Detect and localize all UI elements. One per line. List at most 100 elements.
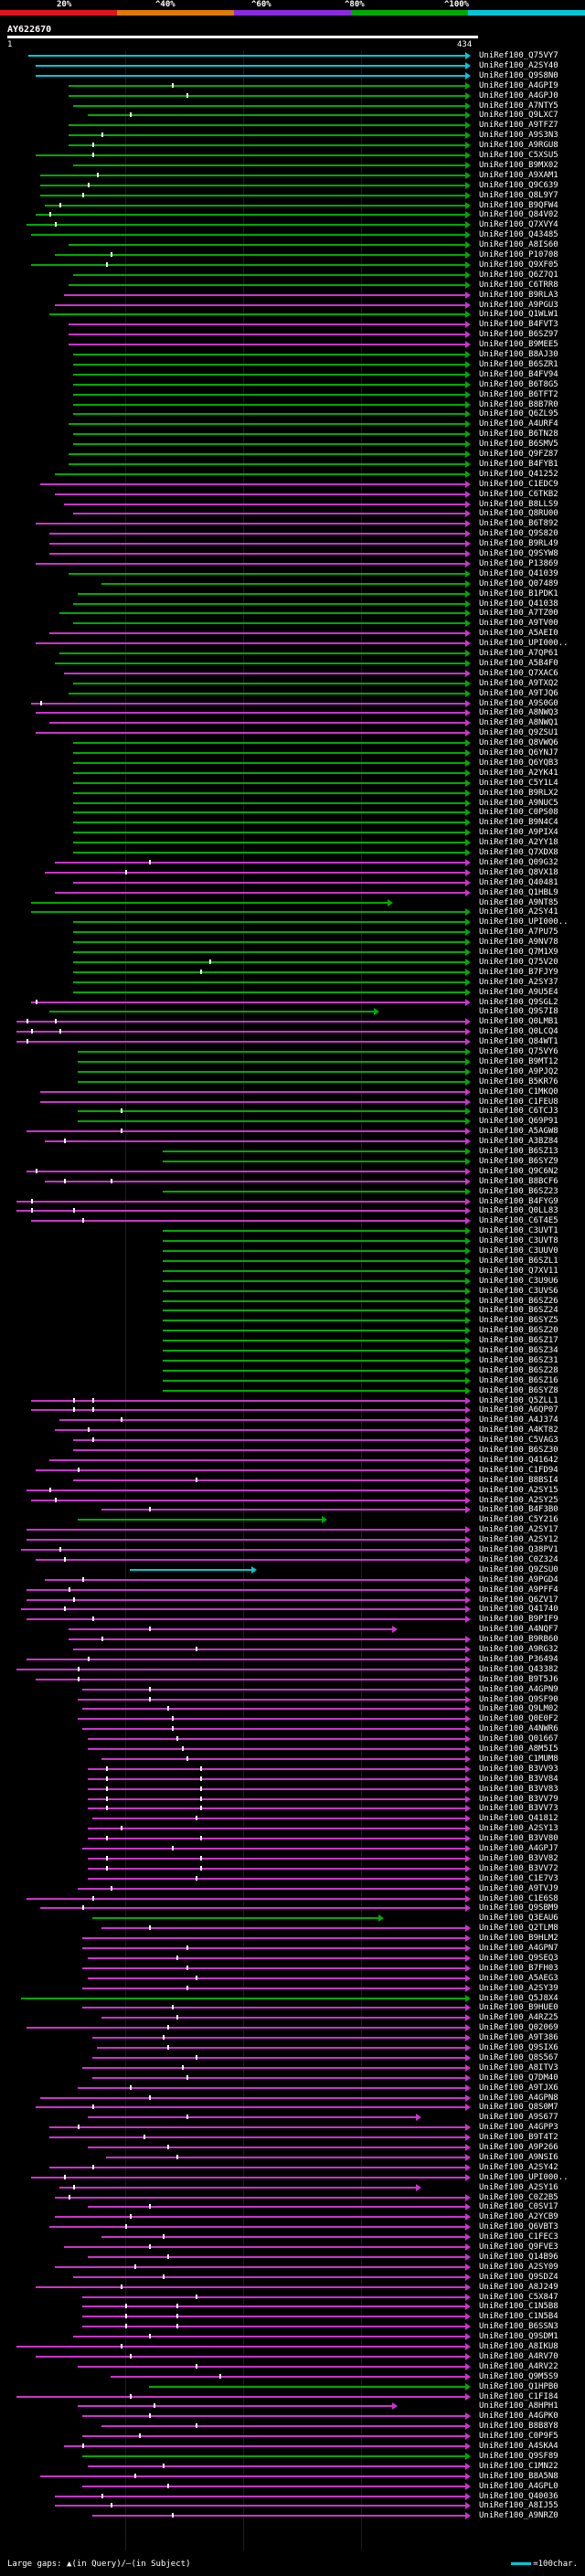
hit-alignment-bar[interactable]	[49, 313, 467, 316]
hit-alignment-bar[interactable]	[73, 1439, 467, 1442]
hit-id-link[interactable]: UniRef100_B6SZ23	[479, 1186, 558, 1196]
hit-id-link[interactable]: UniRef100_C1FI84	[479, 2391, 558, 2401]
hit-id-link[interactable]: UniRef100_Q07489	[479, 578, 558, 588]
hit-alignment-bar[interactable]	[63, 672, 467, 674]
hit-id-link[interactable]: UniRef100_Q41812	[479, 1814, 558, 1824]
hit-alignment-bar[interactable]	[30, 1220, 467, 1223]
hit-id-link[interactable]: UniRef100_A9S3N3	[479, 131, 558, 141]
hit-id-link[interactable]: UniRef100_Q9M5S9	[479, 2371, 558, 2381]
hit-id-link[interactable]: UniRef100_B3VV72	[479, 1863, 558, 1873]
hit-alignment-bar[interactable]	[21, 1549, 467, 1551]
hit-alignment-bar[interactable]	[16, 1021, 467, 1023]
hit-id-link[interactable]: UniRef100_B6SZ24	[479, 1306, 558, 1316]
hit-id-link[interactable]: UniRef100_Q9SDZ4	[479, 2272, 558, 2282]
hit-alignment-bar[interactable]	[162, 1320, 467, 1322]
hit-alignment-bar[interactable]	[78, 1110, 467, 1113]
hit-alignment-bar[interactable]	[26, 224, 467, 227]
hit-id-link[interactable]: UniRef100_A4GPI9	[479, 80, 558, 90]
hit-alignment-bar[interactable]	[82, 2326, 467, 2328]
hit-id-link[interactable]: UniRef100_C3U9U6	[479, 1276, 558, 1286]
hit-alignment-bar[interactable]	[87, 1748, 467, 1750]
hit-id-link[interactable]: UniRef100_Q84WT1	[479, 1037, 558, 1047]
hit-alignment-bar[interactable]	[73, 931, 467, 934]
hit-alignment-bar[interactable]	[73, 433, 467, 436]
hit-id-link[interactable]: UniRef100_A9NV78	[479, 938, 558, 948]
hit-alignment-bar[interactable]	[49, 543, 467, 546]
hit-alignment-bar[interactable]	[16, 2395, 467, 2398]
hit-alignment-bar[interactable]	[58, 612, 467, 615]
hit-alignment-bar[interactable]	[16, 2346, 467, 2348]
hit-id-link[interactable]: UniRef100_Q02069	[479, 2023, 558, 2033]
hit-alignment-bar[interactable]	[63, 293, 467, 296]
hit-alignment-bar[interactable]	[162, 1369, 467, 1372]
hit-id-link[interactable]: UniRef100_A4GPK0	[479, 2412, 558, 2422]
hit-alignment-bar[interactable]	[40, 482, 467, 485]
hit-id-link[interactable]: UniRef100_B9HLM2	[479, 1934, 558, 1944]
hit-alignment-bar[interactable]	[82, 2295, 467, 2298]
hit-alignment-bar[interactable]	[35, 74, 467, 77]
hit-alignment-bar[interactable]	[54, 254, 467, 256]
hit-id-link[interactable]: UniRef100_A4GPJ0	[479, 90, 558, 101]
hit-alignment-bar[interactable]	[162, 1389, 467, 1392]
hit-alignment-bar[interactable]	[82, 1966, 467, 1969]
hit-id-link[interactable]: UniRef100_A4RV22	[479, 2361, 558, 2371]
hit-alignment-bar[interactable]	[54, 1429, 467, 1432]
hit-id-link[interactable]: UniRef100_Q9SIX6	[479, 2043, 558, 2052]
hit-id-link[interactable]: UniRef100_B9T5J6	[479, 1674, 558, 1684]
hit-id-link[interactable]: UniRef100_Q9SEQ3	[479, 1953, 558, 1963]
hit-id-link[interactable]: UniRef100_Q6Z7Q1	[479, 270, 558, 280]
hit-alignment-bar[interactable]	[35, 523, 467, 525]
hit-id-link[interactable]: UniRef100_C1EDC9	[479, 479, 558, 489]
hit-id-link[interactable]: UniRef100_A8HPH1	[479, 2401, 558, 2412]
hit-id-link[interactable]: UniRef100_B4FVT3	[479, 320, 558, 330]
hit-alignment-bar[interactable]	[87, 1787, 467, 1790]
hit-alignment-bar[interactable]	[162, 1250, 467, 1252]
hit-alignment-bar[interactable]	[73, 413, 467, 416]
hit-id-link[interactable]: UniRef100_Q2TLM8	[479, 1924, 558, 1934]
hit-id-link[interactable]: UniRef100_B9T4T2	[479, 2133, 558, 2143]
hit-id-link[interactable]: UniRef100_Q9FZ87	[479, 450, 558, 459]
hit-id-link[interactable]: UniRef100_Q6YQB3	[479, 758, 558, 768]
hit-id-link[interactable]: UniRef100_C0Z2B5	[479, 2192, 558, 2202]
hit-id-link[interactable]: UniRef100_A4GPL0	[479, 2481, 558, 2491]
hit-alignment-bar[interactable]	[82, 1987, 467, 1989]
hit-id-link[interactable]: UniRef100_Q6ZV17	[479, 1595, 558, 1605]
hit-id-link[interactable]: UniRef100_A9RG32	[479, 1645, 558, 1654]
hit-alignment-bar[interactable]	[35, 1468, 467, 1471]
hit-id-link[interactable]: UniRef100_Q41642	[479, 1455, 558, 1465]
hit-alignment-bar[interactable]	[73, 970, 467, 973]
hit-id-link[interactable]: UniRef100_A2SY37	[479, 977, 558, 987]
hit-id-link[interactable]: UniRef100_Q7XAC6	[479, 668, 558, 678]
hit-alignment-bar[interactable]	[54, 472, 467, 475]
hit-id-link[interactable]: UniRef100_A4RV70	[479, 2351, 558, 2361]
hit-alignment-bar[interactable]	[40, 2475, 467, 2477]
hit-alignment-bar[interactable]	[58, 1419, 467, 1422]
hit-alignment-bar[interactable]	[73, 273, 467, 276]
hit-alignment-bar[interactable]	[26, 1598, 467, 1601]
hit-id-link[interactable]: UniRef100_Q0LCQ4	[479, 1027, 558, 1037]
hit-alignment-bar[interactable]	[73, 761, 467, 764]
hit-id-link[interactable]: UniRef100_B6SZ34	[479, 1346, 558, 1355]
hit-id-link[interactable]: UniRef100_C1FD94	[479, 1465, 558, 1475]
hit-id-link[interactable]: UniRef100_Q69P91	[479, 1117, 558, 1127]
hit-id-link[interactable]: UniRef100_B9HUE0	[479, 2003, 558, 2013]
hit-id-link[interactable]: UniRef100_A9TV00	[479, 619, 558, 629]
hit-id-link[interactable]: UniRef100_Q9C639	[479, 180, 558, 190]
hit-id-link[interactable]: UniRef100_A5AEG3	[479, 1973, 558, 1983]
hit-id-link[interactable]: UniRef100_A9NT85	[479, 897, 558, 907]
hit-id-link[interactable]: UniRef100_A2SY13	[479, 1824, 558, 1834]
hit-alignment-bar[interactable]	[35, 642, 467, 645]
hit-id-link[interactable]: UniRef100_C3UUV0	[479, 1246, 558, 1256]
hit-id-link[interactable]: UniRef100_A9XAM1	[479, 170, 558, 180]
hit-id-link[interactable]: UniRef100_B9PIF9	[479, 1615, 558, 1625]
hit-id-link[interactable]: UniRef100_B6TN28	[479, 429, 558, 440]
hit-alignment-bar[interactable]	[63, 2445, 467, 2447]
hit-alignment-bar[interactable]	[87, 1738, 467, 1741]
hit-alignment-bar[interactable]	[30, 901, 389, 904]
hit-id-link[interactable]: UniRef100_A2YY18	[479, 838, 558, 848]
hit-id-link[interactable]: UniRef100_C1E7V3	[479, 1873, 558, 1883]
hit-id-link[interactable]: UniRef100_B9MT12	[479, 1056, 558, 1066]
hit-id-link[interactable]: UniRef100_C5X847	[479, 2292, 558, 2302]
hit-id-link[interactable]: UniRef100_Q9SF89	[479, 2451, 558, 2461]
hit-alignment-bar[interactable]	[26, 1897, 467, 1900]
